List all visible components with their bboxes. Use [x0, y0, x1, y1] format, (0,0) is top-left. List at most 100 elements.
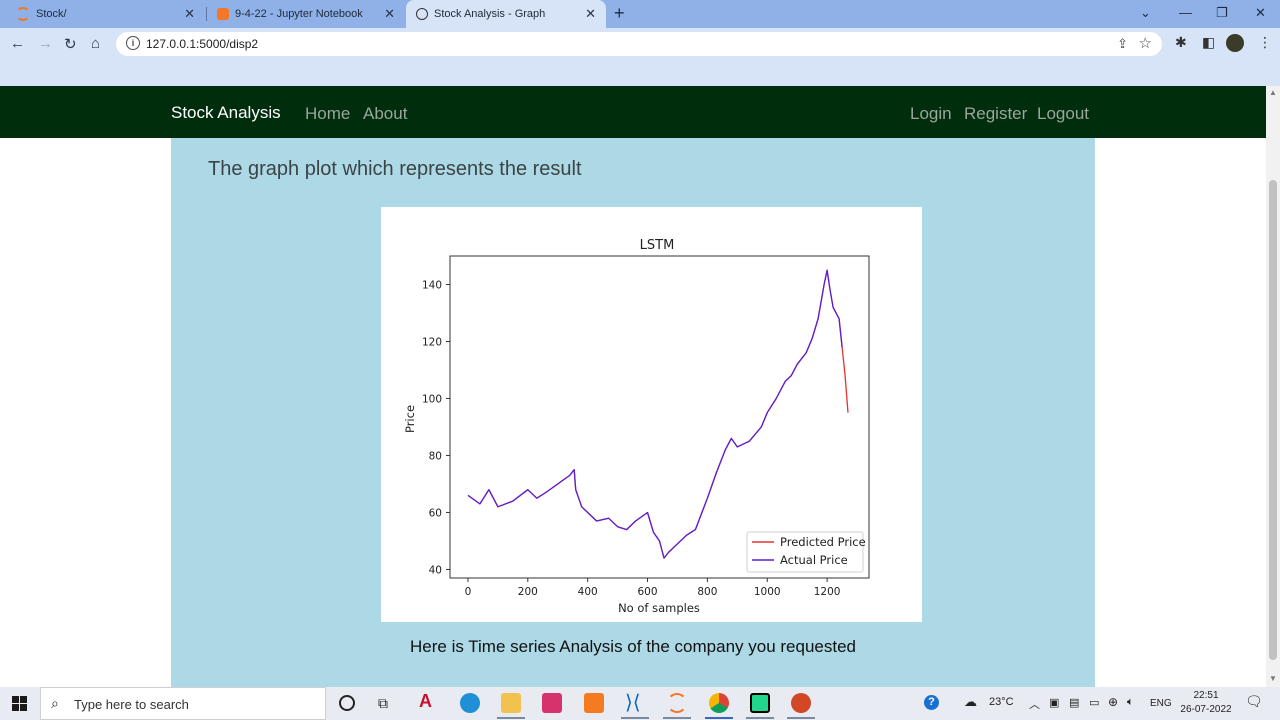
- xampp-icon[interactable]: [584, 693, 604, 713]
- search-icon: ⌕: [51, 695, 59, 711]
- y-tick-label: 100: [422, 393, 442, 405]
- site-info-icon[interactable]: i: [126, 36, 140, 50]
- file-explorer-icon[interactable]: [501, 693, 521, 713]
- chart-title: LSTM: [640, 238, 675, 253]
- cortana-icon[interactable]: [339, 695, 355, 711]
- tab-search-chevron-icon[interactable]: ⌄: [1140, 5, 1151, 20]
- tab-stock[interactable]: Stock/ ✕: [0, 0, 205, 28]
- tray-meet-icon[interactable]: ▣: [1049, 697, 1060, 709]
- minimize-icon[interactable]: —: [1179, 5, 1192, 20]
- scroll-thumb[interactable]: [1269, 180, 1277, 660]
- scroll-up-arrow-icon[interactable]: ▲: [1269, 88, 1277, 97]
- acrobat-icon[interactable]: A: [419, 691, 432, 711]
- close-icon[interactable]: ✕: [585, 6, 596, 21]
- active-app-indicator: [705, 717, 733, 719]
- page-scrollbar[interactable]: ▲ ▼: [1266, 86, 1280, 687]
- clock-date: 26-07-2022: [1180, 704, 1232, 715]
- active-app-indicator: [663, 717, 691, 719]
- lstm-chart: LSTM 0 200 400 600 800 1000 1200 40 60 80 100 120 14…: [403, 238, 870, 615]
- active-app-indicator: [746, 717, 774, 719]
- close-icon[interactable]: ✕: [384, 6, 395, 21]
- windows-start-icon[interactable]: [12, 696, 27, 711]
- windows-taskbar: ⌕ Type here to search ⧉ A ⟩⟨ ? ☁ 23°C ︿ …: [0, 687, 1280, 720]
- jupyter-icon[interactable]: [667, 693, 687, 713]
- window-close-icon[interactable]: ✕: [1255, 5, 1266, 20]
- x-tick-label: 1000: [754, 586, 781, 598]
- new-tab-icon[interactable]: +: [614, 3, 625, 23]
- volume-icon[interactable]: 🔈︎: [1127, 696, 1134, 708]
- nav-home[interactable]: Home: [305, 104, 351, 123]
- graph-image: LSTM 0 200 400 600 800 1000 1200 40 60 80 100 120 14…: [381, 207, 922, 622]
- tab-title: Stock/: [36, 8, 67, 20]
- help-icon[interactable]: ?: [924, 695, 939, 710]
- profile-avatar[interactable]: [1226, 34, 1244, 52]
- nav-logout[interactable]: Logout: [1037, 104, 1089, 123]
- close-icon[interactable]: ✕: [184, 6, 195, 21]
- reload-icon[interactable]: ↻: [64, 36, 77, 53]
- x-tick-label: 800: [697, 586, 717, 598]
- nav-login[interactable]: Login: [910, 104, 952, 123]
- y-tick-label: 80: [429, 450, 442, 462]
- tab-title: Stock Analysis - Graph: [434, 8, 546, 20]
- tray-app-icon[interactable]: ▤: [1069, 697, 1080, 709]
- y-tick-label: 40: [429, 564, 442, 576]
- back-arrow-icon[interactable]: ←: [10, 35, 25, 52]
- browser-toolbar: ← → ↻ ⌂ i 127.0.0.1:5000/disp2 ⇪ ☆ ✱ ◧ ⋮: [0, 28, 1280, 60]
- taskbar-clock[interactable]: 22:51 26-07-2022: [1178, 689, 1234, 717]
- nav-about[interactable]: About: [363, 104, 408, 123]
- vscode-icon[interactable]: ⟩⟨: [625, 692, 641, 714]
- x-tick-label: 200: [518, 586, 538, 598]
- tab-title: 9-4-22 - Jupyter Notebook: [235, 8, 363, 20]
- brand-link[interactable]: Stock Analysis: [171, 103, 281, 122]
- url-text[interactable]: 127.0.0.1:5000/disp2: [146, 37, 259, 51]
- weather-icon[interactable]: ☁: [964, 694, 977, 709]
- share-icon[interactable]: ⇪: [1117, 36, 1128, 51]
- result-caption: Here is Time series Analysis of the comp…: [410, 637, 856, 656]
- x-tick-label: 0: [465, 586, 472, 598]
- active-app-indicator: [787, 717, 815, 719]
- search-placeholder[interactable]: Type here to search: [74, 697, 189, 712]
- tab-strip: Stock/ ✕ 9-4-22 - Jupyter Notebook ✕ Sto…: [0, 0, 1280, 28]
- page-viewport: Stock Analysis Home About Login Register…: [0, 86, 1266, 687]
- powerpoint-icon[interactable]: [791, 693, 811, 713]
- bookmark-star-icon[interactable]: ☆: [1138, 35, 1152, 52]
- taskbar-search[interactable]: ⌕ Type here to search: [40, 687, 326, 720]
- chart-legend: Predicted Price Actual Price: [746, 531, 866, 573]
- more-menu-icon[interactable]: ⋮: [1258, 34, 1272, 50]
- pycharm-icon[interactable]: [750, 693, 770, 713]
- notifications-icon[interactable]: 🗨︎: [1245, 693, 1263, 709]
- y-tick-label: 140: [422, 279, 442, 291]
- globe-icon: [416, 8, 428, 20]
- x-tick-label: 1200: [814, 586, 841, 598]
- battery-icon[interactable]: ▭: [1089, 697, 1100, 709]
- x-tick-label: 400: [578, 586, 598, 598]
- series-line-predicted: [467, 269, 849, 559]
- weather-temperature[interactable]: 23°C: [989, 696, 1014, 708]
- clock-time: 22:51: [1193, 690, 1219, 701]
- x-tick-label: 600: [638, 586, 658, 598]
- network-globe-icon[interactable]: ⊕: [1108, 695, 1119, 709]
- page-title: The graph plot which represents the resu…: [208, 158, 582, 180]
- plot-frame: [449, 255, 870, 579]
- side-panel-icon[interactable]: ◧: [1202, 34, 1216, 50]
- y-tick-label: 60: [429, 507, 442, 519]
- tab-jupyter-notebook[interactable]: 9-4-22 - Jupyter Notebook ✕: [207, 0, 405, 28]
- home-icon[interactable]: ⌂: [91, 35, 101, 52]
- language-indicator[interactable]: ENG: [1150, 698, 1172, 709]
- chrome-icon[interactable]: [709, 693, 729, 713]
- task-view-icon[interactable]: ⧉: [378, 695, 388, 711]
- chevron-up-icon[interactable]: ︿: [1029, 699, 1040, 711]
- scroll-down-arrow-icon[interactable]: ▼: [1269, 674, 1277, 683]
- address-bar[interactable]: i 127.0.0.1:5000/disp2 ⇪ ☆: [116, 32, 1162, 56]
- edge-icon[interactable]: [460, 693, 480, 713]
- maximize-icon[interactable]: ❐: [1216, 5, 1228, 20]
- forward-arrow-icon[interactable]: →: [38, 35, 53, 52]
- site-navbar: Stock Analysis Home About Login Register…: [0, 86, 1266, 138]
- active-app-indicator: [497, 717, 525, 719]
- legend-label-predicted: Predicted Price: [780, 535, 866, 549]
- nav-register[interactable]: Register: [964, 104, 1028, 123]
- app-pink-icon[interactable]: [542, 693, 562, 713]
- tab-stock-analysis-graph[interactable]: Stock Analysis - Graph ✕: [406, 0, 606, 28]
- main-content: The graph plot which represents the resu…: [171, 138, 1095, 687]
- extensions-puzzle-icon[interactable]: ✱: [1175, 34, 1187, 50]
